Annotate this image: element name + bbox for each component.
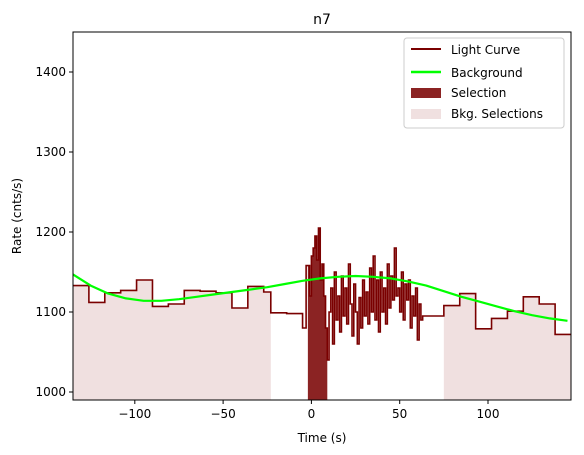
x-tick-label: −50 bbox=[210, 407, 235, 421]
legend-bkg-selections-label: Bkg. Selections bbox=[451, 107, 543, 121]
light-curve-layer bbox=[73, 227, 571, 361]
background-layer bbox=[72, 273, 568, 322]
plot-frame bbox=[72, 31, 572, 401]
x-tick-label: −100 bbox=[118, 407, 151, 421]
legend-bkg-selections-swatch bbox=[411, 109, 441, 119]
y-tick-label: 1100 bbox=[35, 305, 66, 319]
light-curve-line bbox=[73, 227, 571, 361]
bkg-selection-region-0 bbox=[73, 280, 271, 400]
x-axis-label: Time (s) bbox=[297, 431, 347, 445]
chart-title: n7 bbox=[313, 12, 331, 28]
y-tick-label: 1000 bbox=[35, 385, 66, 399]
legend-selection-label: Selection bbox=[451, 86, 506, 100]
y-ticks: 1000 1100 1200 1300 1400 bbox=[35, 65, 73, 399]
legend: Light Curve Background Selection Bkg. Se… bbox=[403, 37, 565, 129]
legend-light-curve-label: Light Curve bbox=[451, 43, 520, 57]
legend-box bbox=[403, 37, 565, 129]
y-axis-label: Rate (cnts/s) bbox=[10, 178, 24, 254]
y-tick-label: 1200 bbox=[35, 225, 66, 239]
x-tick-label: 100 bbox=[477, 407, 500, 421]
x-tick-label: 0 bbox=[308, 407, 316, 421]
x-ticks: −100 −50 0 50 100 bbox=[118, 400, 499, 421]
background-fit-line bbox=[72, 273, 568, 322]
y-tick-label: 1300 bbox=[35, 145, 66, 159]
y-tick-label: 1400 bbox=[35, 65, 66, 79]
legend-selection-swatch bbox=[411, 88, 441, 98]
legend-background-label: Background bbox=[451, 66, 523, 80]
x-tick-label: 50 bbox=[392, 407, 407, 421]
